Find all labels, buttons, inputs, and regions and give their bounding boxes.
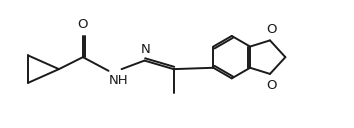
Text: O: O	[266, 79, 276, 92]
Text: NH: NH	[109, 74, 129, 87]
Text: O: O	[78, 18, 88, 31]
Text: O: O	[266, 23, 276, 36]
Text: N: N	[140, 43, 150, 56]
